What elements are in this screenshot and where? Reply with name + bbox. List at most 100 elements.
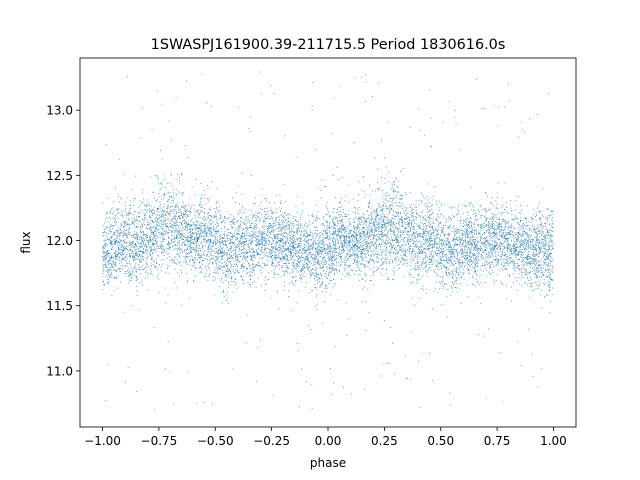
data-point: [539, 202, 540, 204]
data-point: [402, 244, 404, 245]
data-point: [129, 204, 131, 206]
data-point: [152, 244, 154, 246]
data-point: [475, 255, 477, 257]
data-point: [349, 244, 351, 246]
data-point: [415, 205, 417, 207]
data-point: [132, 237, 134, 239]
data-point: [357, 247, 359, 249]
data-point: [266, 207, 268, 209]
data-point: [221, 258, 223, 259]
data-point: [408, 237, 410, 239]
data-point: [525, 217, 527, 219]
data-point: [119, 262, 121, 264]
data-point: [134, 237, 136, 238]
data-point: [181, 237, 183, 239]
data-point: [459, 251, 461, 253]
data-point: [124, 246, 126, 248]
data-point: [272, 258, 274, 260]
data-point: [514, 236, 516, 238]
data-point: [334, 267, 336, 269]
data-point: [116, 237, 118, 239]
data-point: [516, 238, 518, 240]
data-point: [363, 217, 365, 219]
data-point: [255, 211, 257, 213]
data-point: [215, 248, 217, 249]
data-point: [185, 211, 187, 212]
data-point: [416, 207, 418, 208]
data-point: [539, 250, 541, 252]
data-point: [206, 232, 208, 234]
data-point: [238, 251, 240, 253]
data-point: [406, 222, 408, 224]
data-point: [530, 285, 532, 287]
data-point: [154, 246, 156, 248]
data-point: [322, 267, 324, 269]
data-point: [296, 256, 297, 258]
data-point: [436, 266, 438, 268]
data-point: [329, 233, 331, 235]
data-point: [349, 231, 351, 233]
data-point: [268, 243, 270, 245]
data-point: [164, 219, 166, 221]
data-point: [137, 248, 139, 250]
data-point: [469, 224, 471, 226]
data-point: [532, 231, 534, 233]
data-point: [317, 275, 319, 277]
data-point: [501, 253, 503, 255]
data-point: [126, 265, 128, 267]
data-point: [134, 217, 135, 219]
data-point: [258, 232, 260, 234]
data-point: [336, 235, 338, 237]
data-point: [240, 235, 241, 237]
data-point: [336, 270, 338, 272]
data-point: [156, 244, 158, 246]
data-point: [180, 174, 182, 176]
data-point: [238, 260, 240, 262]
data-point: [435, 272, 437, 274]
data-point: [279, 258, 281, 260]
data-point: [462, 255, 464, 257]
data-point: [114, 216, 116, 218]
data-point: [224, 233, 226, 235]
data-point: [549, 245, 551, 247]
data-point: [436, 236, 438, 238]
data-point: [369, 246, 370, 248]
data-point: [456, 244, 458, 246]
data-point: [118, 268, 120, 270]
data-point: [241, 232, 243, 233]
data-point: [166, 225, 167, 226]
data-point: [486, 247, 488, 249]
data-point: [397, 244, 399, 246]
data-point: [548, 256, 550, 258]
data-point: [551, 240, 553, 242]
data-point: [489, 253, 491, 255]
data-point: [286, 234, 288, 236]
data-point: [282, 245, 284, 247]
data-point: [293, 234, 295, 236]
data-point: [428, 248, 430, 250]
data-point: [391, 188, 392, 190]
data-point: [530, 262, 532, 264]
data-point: [330, 257, 332, 259]
data-point: [409, 250, 411, 252]
data-point: [267, 217, 269, 219]
data-point: [141, 279, 143, 281]
data-point: [391, 208, 393, 210]
data-point: [424, 267, 426, 269]
data-point: [157, 229, 159, 231]
data-point: [551, 226, 553, 228]
data-point: [284, 257, 286, 259]
data-point: [543, 252, 545, 254]
data-point: [418, 253, 420, 255]
data-point: [394, 218, 396, 220]
data-point: [392, 198, 394, 200]
data-point: [279, 238, 281, 240]
data-point: [317, 254, 319, 256]
data-point: [221, 220, 223, 222]
data-point: [481, 242, 483, 244]
data-point: [365, 221, 367, 223]
data-point: [160, 219, 162, 221]
data-point: [403, 276, 405, 278]
data-point: [246, 241, 247, 242]
data-point: [533, 249, 535, 251]
